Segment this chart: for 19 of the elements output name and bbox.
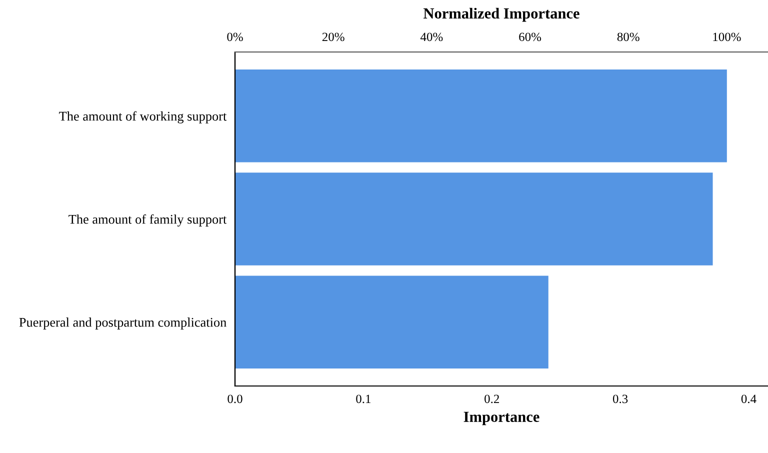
x-tick-label: 0.4 (741, 394, 756, 404)
bar (235, 276, 548, 368)
y-tick-label: Puerperal and postpartum complication (19, 318, 226, 330)
x2-tick-label: 40% (420, 32, 443, 42)
x2-tick-label: 20% (322, 32, 344, 42)
x2-tick-label: 60% (519, 32, 542, 42)
bar (235, 172, 713, 266)
x-tick-label: 0.2 (484, 394, 499, 404)
x-tick-label: 0.0 (228, 394, 242, 404)
y-tick-label: The amount of family support (68, 214, 227, 226)
x2-axis-title: Normalized Importance (424, 8, 580, 22)
x-tick-label: 0.1 (356, 394, 370, 404)
x2-tick-label: 100% (713, 32, 741, 42)
bar (235, 70, 727, 162)
x-tick-label: 0.3 (612, 394, 628, 404)
x2-tick-label: 80% (617, 32, 640, 42)
y-tick-label: The amount of working support (59, 111, 227, 124)
x2-tick-label: 0% (227, 32, 243, 42)
x-axis-title: Importance (464, 412, 540, 426)
